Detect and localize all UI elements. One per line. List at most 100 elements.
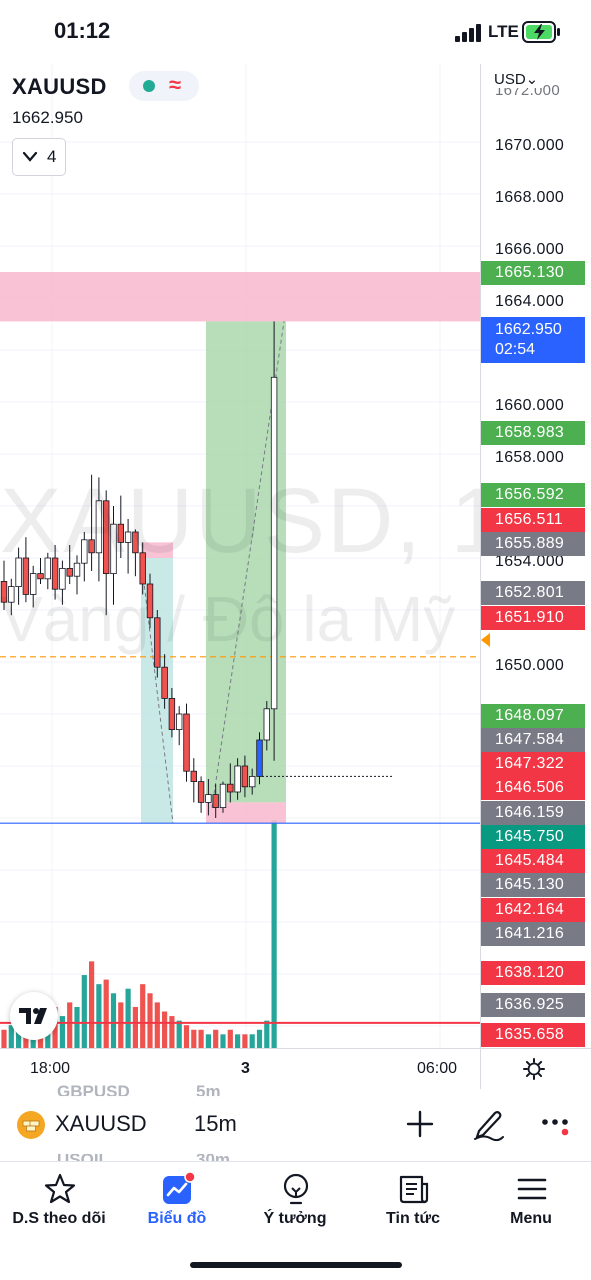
network-label: LTE [488,22,519,41]
candlestick [29,573,37,595]
more-dots-icon[interactable] [540,1112,572,1138]
candlestick [219,783,227,809]
candlestick [59,567,66,590]
candlestick [234,765,241,793]
price-tag: 1652.801 [481,581,585,605]
volume-bar [205,1034,211,1048]
candlestick [241,765,249,788]
volume-bar [154,1002,160,1048]
volume-bar [89,961,95,1048]
chart-legend[interactable]: XAUUSD ≈ 1662.950 4 [12,71,199,176]
lightbulb-icon [283,1173,309,1205]
tradingview-logo[interactable] [10,992,58,1040]
axis-divider [480,1049,481,1089]
candlestick [51,557,59,590]
nav-item-news[interactable]: Tin tức [354,1172,472,1236]
current-price-tag: 1662.950 02:54 [481,317,585,363]
symbol-selector[interactable]: XAUUSD [55,1111,147,1136]
price-tag: 1645.750 [481,825,585,849]
candlestick [22,557,30,595]
time-label: 3 [241,1060,250,1077]
trend-projection-line [140,557,174,824]
volume-bar [52,1006,58,1048]
candlestick [103,500,110,574]
volume-bar [103,979,109,1048]
candlestick [168,698,176,731]
volume-bar [256,1029,263,1048]
plus-icon[interactable] [404,1108,436,1140]
candlestick [161,666,168,699]
volume-bar [8,1025,14,1048]
price-tag: 1658.983 [481,421,585,445]
time-axis[interactable]: 18:00 3 06:00 [0,1048,591,1089]
nav-item-menu[interactable]: Menu [472,1172,590,1236]
price-tag: 1635.658 [481,1023,585,1047]
nav-item-chart[interactable]: Biểu đồ [118,1172,236,1236]
time-label: 18:00 [30,1060,71,1077]
time-label: 06:00 [417,1060,458,1077]
price-tick: 1666.000 [495,241,565,258]
price-tag: 1645.130 [481,873,585,897]
currency-selector[interactable]: USD⌄ [494,70,543,88]
nav-label: Menu [510,1210,552,1227]
interval-selector[interactable]: 15m [194,1111,237,1136]
price-tag: 1647.322 [481,752,585,776]
volume-bar [176,1020,182,1048]
gear-icon[interactable] [522,1057,546,1081]
volume-bar [242,1034,248,1048]
price-tag: 1647.584 [481,728,585,752]
price-scale[interactable]: USD⌄ 1672.000 1670.000 1668.000 1666.000… [480,64,591,1048]
horizontal-lines [0,656,480,1024]
price-tag: 1642.164 [481,898,585,922]
chart-canvas[interactable]: XAUUSD, 15 Vàng / Đô la Mỹ XAUUSD ≈ 1662… [0,64,480,1048]
stop-zone [141,542,173,558]
watermark-description: Vàng / Đô la Mỹ [0,583,456,655]
price-tick: 1654.000 [495,553,565,570]
chart-last-price: 1662.950 [12,108,83,127]
volume-bar [220,1034,226,1048]
candlestick [139,552,146,585]
volume-bar [198,1029,204,1048]
candlestick [0,581,8,603]
price-tag: 1648.097 [481,704,585,728]
volume-bar [169,1016,175,1048]
home-indicator [190,1262,402,1268]
nav-label: Tin tức [386,1210,440,1227]
candlestick [37,573,44,580]
nav-item-watchlist[interactable]: D.S theo dõi [0,1172,118,1236]
candle-countdown: 02:54 [495,341,536,358]
currency-label: USD [494,71,526,88]
nav-label: D.S theo dõi [12,1210,106,1227]
candlestick [154,617,161,668]
candlestick [95,500,103,554]
bottom-navigation: D.S theo dõi Biểu đồ Ý tưởng Tin tức [0,1161,591,1280]
volume-bar [125,988,131,1048]
volume-bar [74,1006,80,1048]
volume-bar [249,1034,255,1048]
candlestick [256,739,263,777]
chart-symbol-name[interactable]: XAUUSD [12,74,107,99]
volume-bar [110,993,117,1048]
current-price-value: 1662.950 [495,321,562,338]
candlestick [175,713,183,730]
supply-zone [0,272,480,322]
candlestick [205,794,212,803]
volume-bar [183,1025,190,1048]
volume-bar [67,1002,73,1048]
candlestick [8,586,15,603]
market-status-pill[interactable]: ≈ [129,71,199,101]
indicators-toggle-button[interactable]: 4 [12,138,66,176]
alert-marker-icon[interactable] [481,633,490,647]
data-delay-icon: ≈ [169,72,182,97]
volume-bar [96,984,102,1048]
drawing-pen-icon[interactable] [470,1106,506,1142]
candlestick [44,557,51,580]
candlestick [183,713,190,772]
nav-item-ideas[interactable]: Ý tưởng [236,1172,354,1236]
volume-bar [147,993,153,1048]
candlesticks [0,321,278,818]
price-chart[interactable] [0,64,480,1048]
volume-bar [81,975,87,1048]
volume-bar [162,1011,168,1048]
price-tag: 1641.216 [481,922,585,946]
